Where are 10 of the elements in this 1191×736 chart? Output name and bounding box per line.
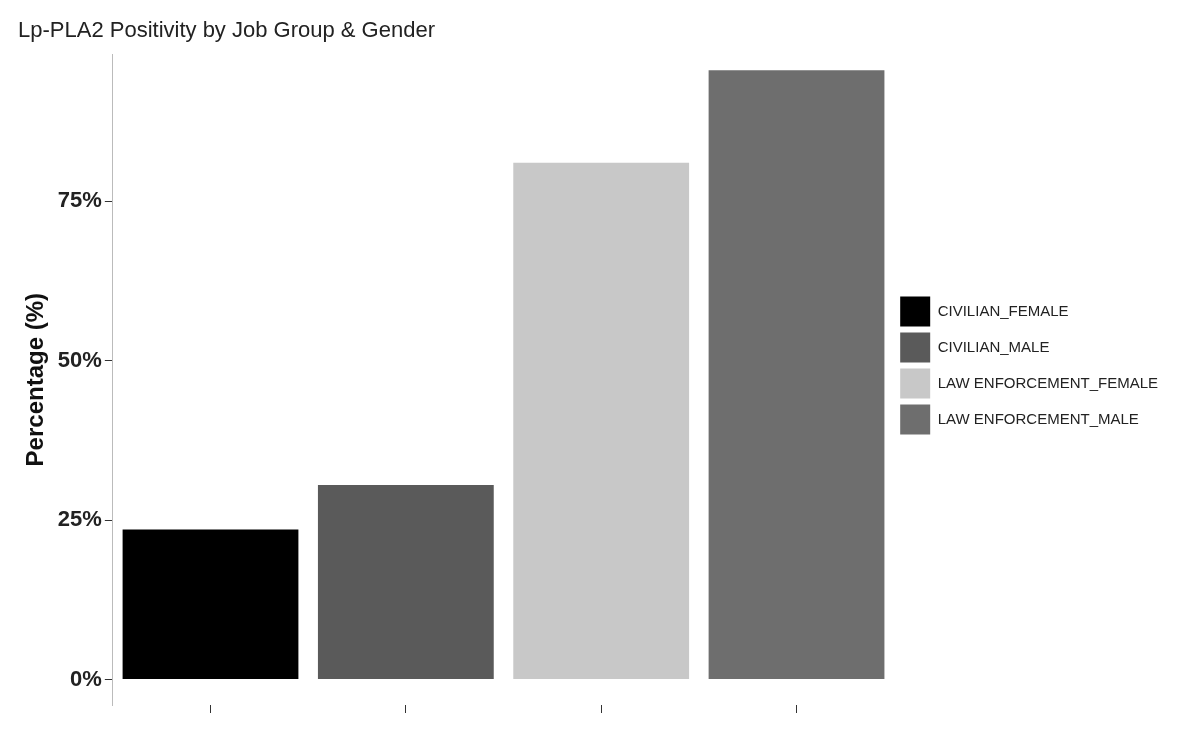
legend-label: LAW ENFORCEMENT_FEMALE — [937, 373, 1159, 391]
legend-label: LAW ENFORCEMENT_MALE — [937, 409, 1139, 427]
y-tick-label: 50% — [57, 346, 102, 372]
y-tick-label: 0% — [70, 665, 102, 691]
y-tick-label: 25% — [57, 506, 102, 532]
legend-label: CIVILIAN_MALE — [937, 337, 1050, 355]
legend-label: CIVILIAN_FEMALE — [937, 301, 1069, 319]
y-axis-title: Percentage (%) — [21, 293, 49, 467]
y-tick-label: 75% — [57, 187, 102, 213]
chart-title: Lp-PLA2 Positivity by Job Group & Gender — [18, 17, 435, 43]
